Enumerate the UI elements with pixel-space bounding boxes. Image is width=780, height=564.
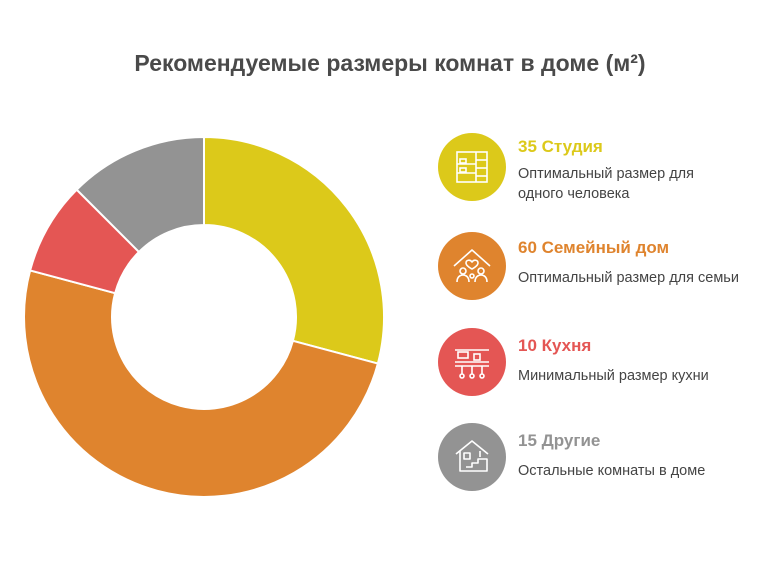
donut-slice-family (23, 269, 380, 498)
house-stairs-icon (455, 440, 489, 472)
legend-circle-studio (438, 133, 506, 201)
legend-circle-family (438, 232, 506, 300)
legend-circle-other (438, 423, 506, 491)
legend-circle-kitchen (438, 328, 506, 396)
legend-desc-kitchen: Минимальный размер кухни (518, 368, 709, 384)
family-house-icon (453, 249, 491, 283)
legend-label-kitchen: 10 Кухня (518, 336, 592, 355)
donut-chart (23, 135, 385, 498)
legend-label-studio: 35 Студия (518, 137, 603, 156)
donut-slice-studio (203, 135, 385, 365)
legend-label-other: 15 Другие (518, 431, 601, 450)
kitchen-shelf-icon (455, 349, 489, 379)
legend-desc-studio: Оптимальный размер для одного человека (518, 166, 694, 202)
chart-title: Рекомендуемые размеры комнат в доме (м²) (134, 50, 646, 76)
legend-desc-family: Оптимальный размер для семьи (518, 270, 739, 286)
donut-slice-other (75, 135, 205, 254)
legend-desc-other: Остальные комнаты в доме (518, 463, 706, 479)
bunk-bed-icon (456, 151, 488, 183)
legend-label-family: 60 Семейный дом (518, 238, 670, 257)
